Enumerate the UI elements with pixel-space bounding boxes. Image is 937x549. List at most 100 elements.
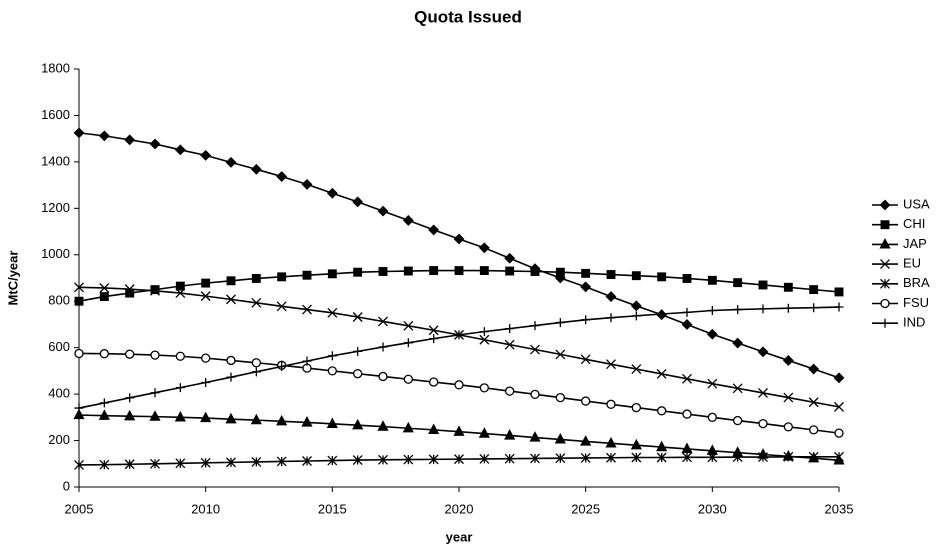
marker bbox=[530, 321, 540, 331]
marker bbox=[125, 393, 135, 403]
marker bbox=[479, 334, 490, 345]
marker bbox=[251, 358, 261, 368]
marker bbox=[880, 220, 890, 230]
marker bbox=[276, 171, 288, 182]
marker bbox=[783, 451, 794, 462]
marker bbox=[581, 315, 591, 325]
legend-label: BRA bbox=[903, 275, 930, 290]
marker bbox=[682, 409, 692, 419]
marker bbox=[880, 318, 890, 328]
marker bbox=[682, 274, 692, 283]
marker bbox=[605, 436, 617, 448]
marker bbox=[681, 442, 693, 454]
marker bbox=[301, 178, 313, 190]
marker bbox=[200, 291, 211, 302]
marker bbox=[707, 452, 718, 463]
marker bbox=[352, 418, 364, 430]
marker bbox=[631, 402, 641, 413]
marker bbox=[226, 457, 236, 468]
marker bbox=[879, 199, 891, 211]
chart-title: Quota Issued bbox=[414, 7, 522, 26]
marker bbox=[606, 313, 616, 323]
marker bbox=[657, 272, 667, 282]
marker bbox=[879, 238, 891, 249]
x-tick-label: 2025 bbox=[571, 501, 600, 516]
marker bbox=[758, 280, 768, 290]
y-tick-label: 0 bbox=[63, 478, 70, 493]
marker bbox=[808, 451, 819, 462]
marker bbox=[809, 425, 819, 435]
marker bbox=[403, 454, 414, 465]
marker bbox=[150, 285, 160, 295]
marker bbox=[327, 307, 338, 318]
marker bbox=[505, 324, 515, 334]
marker bbox=[834, 428, 844, 438]
marker bbox=[606, 399, 616, 409]
marker bbox=[225, 412, 237, 424]
marker bbox=[631, 271, 641, 281]
marker bbox=[478, 242, 490, 254]
marker bbox=[226, 372, 236, 382]
marker bbox=[555, 453, 566, 464]
y-tick-label: 1600 bbox=[41, 107, 70, 122]
marker bbox=[631, 311, 641, 321]
marker bbox=[656, 368, 667, 379]
marker bbox=[403, 374, 413, 384]
marker bbox=[479, 383, 489, 393]
marker bbox=[175, 383, 185, 393]
marker bbox=[200, 411, 212, 423]
marker bbox=[302, 456, 312, 466]
marker bbox=[478, 427, 490, 438]
marker bbox=[657, 309, 667, 319]
marker bbox=[757, 346, 769, 358]
y-tick-label: 1400 bbox=[41, 153, 70, 168]
marker bbox=[352, 455, 363, 466]
marker bbox=[606, 270, 616, 279]
marker bbox=[327, 366, 337, 376]
marker bbox=[352, 312, 363, 322]
marker bbox=[783, 303, 793, 313]
marker bbox=[707, 275, 717, 285]
marker bbox=[98, 130, 110, 142]
series-line bbox=[78, 269, 840, 303]
marker bbox=[150, 285, 160, 296]
marker bbox=[124, 409, 136, 421]
marker bbox=[707, 412, 717, 422]
marker bbox=[479, 327, 489, 337]
x-tick-label: 2005 bbox=[65, 501, 94, 516]
legend-label: EU bbox=[903, 256, 921, 271]
marker bbox=[250, 413, 262, 425]
marker bbox=[809, 303, 819, 313]
marker bbox=[429, 377, 439, 387]
y-tick-label: 400 bbox=[48, 386, 70, 401]
marker bbox=[225, 156, 237, 168]
y-axis-title: MtC/year bbox=[5, 251, 20, 306]
marker bbox=[74, 459, 84, 470]
marker bbox=[377, 420, 389, 431]
marker bbox=[504, 453, 515, 464]
y-tick-label: 1000 bbox=[41, 246, 70, 261]
marker bbox=[326, 417, 338, 428]
marker bbox=[99, 459, 110, 470]
marker bbox=[529, 431, 541, 442]
marker bbox=[276, 301, 287, 312]
marker bbox=[732, 337, 744, 349]
marker bbox=[251, 456, 262, 467]
series-line bbox=[78, 132, 840, 379]
marker bbox=[429, 334, 439, 344]
y-tick-label: 800 bbox=[48, 293, 70, 308]
marker bbox=[251, 367, 261, 377]
marker bbox=[479, 266, 489, 276]
marker bbox=[504, 429, 516, 440]
marker bbox=[758, 387, 768, 398]
marker bbox=[73, 127, 85, 139]
marker bbox=[630, 438, 642, 450]
marker bbox=[149, 138, 161, 150]
marker bbox=[733, 305, 743, 315]
marker bbox=[581, 268, 591, 278]
legend-label: USA bbox=[903, 196, 930, 211]
marker bbox=[99, 292, 109, 302]
marker bbox=[124, 284, 135, 295]
marker bbox=[505, 386, 515, 396]
